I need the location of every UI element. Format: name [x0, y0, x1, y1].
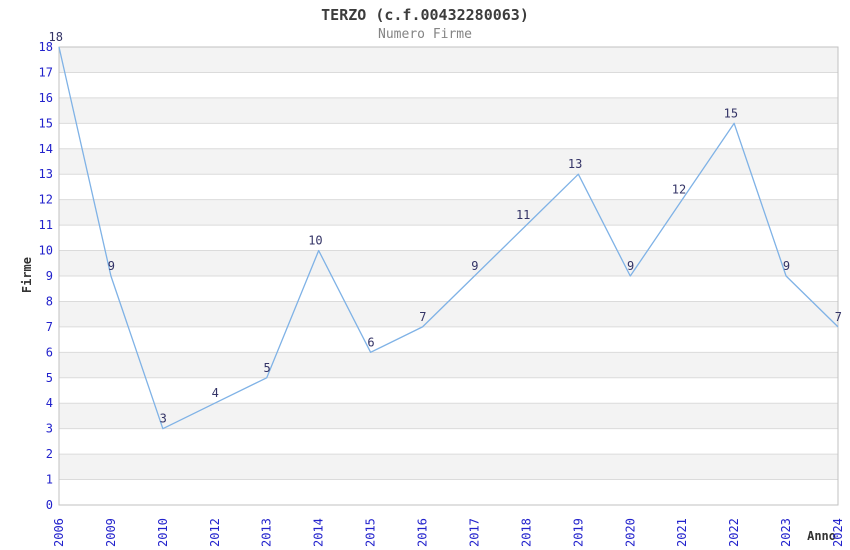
y-tick-label: 6	[46, 345, 53, 359]
x-tick-label: 2019	[571, 518, 585, 547]
y-tick-label: 8	[46, 294, 53, 308]
data-line	[58, 46, 839, 430]
x-tick-label: 2009	[104, 518, 118, 547]
data-point-label: 18	[49, 30, 63, 44]
grid-band	[59, 97, 838, 124]
x-axis-title: Anno	[807, 529, 836, 543]
y-tick-label: 13	[39, 167, 53, 181]
x-tick-label: 2006	[52, 518, 66, 547]
data-point-label: 9	[627, 259, 634, 273]
data-point-label: 9	[471, 259, 478, 273]
x-tick-label: 2022	[727, 518, 741, 547]
x-tick-label: 2023	[779, 518, 793, 547]
data-point-label: 11	[516, 208, 530, 222]
y-tick-label: 0	[46, 498, 53, 512]
plot-border	[58, 46, 839, 506]
y-tick-label: 10	[39, 244, 53, 258]
x-tick-label: 2015	[364, 518, 378, 547]
data-point-label: 5	[263, 361, 270, 375]
x-tick-label: 2013	[260, 518, 274, 547]
data-point-label: 6	[367, 335, 374, 349]
x-tick-label: 2014	[312, 518, 326, 547]
y-tick-label: 2	[46, 447, 53, 461]
x-tick-label: 2010	[156, 518, 170, 547]
data-point-label: 3	[160, 412, 167, 426]
data-point-label: 7	[835, 310, 842, 324]
y-tick-label: 5	[46, 371, 53, 385]
y-tick-label: 1	[46, 473, 53, 487]
y-tick-label: 11	[39, 218, 53, 232]
data-point-label: 4	[212, 386, 219, 400]
grid-band	[59, 47, 838, 73]
y-tick-label: 16	[39, 91, 53, 105]
data-point-label: 9	[783, 259, 790, 273]
grid-band	[59, 199, 838, 226]
data-point-label: 13	[568, 157, 582, 171]
chart-subtitle: Numero Firme	[378, 27, 472, 42]
data-point-label: 15	[724, 106, 738, 120]
y-tick-label: 7	[46, 320, 53, 334]
x-tick-label: 2020	[623, 518, 637, 547]
data-point-label: 7	[419, 310, 426, 324]
y-tick-label: 15	[39, 116, 53, 130]
y-tick-label: 17	[39, 65, 53, 79]
x-tick-label: 2016	[416, 518, 430, 547]
x-tick-label: 2012	[208, 518, 222, 547]
data-point-label: 9	[108, 259, 115, 273]
grid-band	[59, 352, 838, 378]
y-tick-label: 18	[39, 40, 53, 54]
y-tick-label: 14	[39, 142, 53, 156]
x-tick-label: 2021	[675, 518, 689, 547]
data-point-label: 12	[672, 183, 686, 197]
grid-band	[59, 250, 838, 276]
grid-band	[59, 403, 838, 429]
x-tick-label: 2017	[467, 518, 481, 547]
grid-band	[59, 454, 838, 480]
grid-band	[59, 148, 838, 175]
y-tick-label: 12	[39, 193, 53, 207]
chart-title: TERZO (c.f.00432280063)	[321, 6, 529, 24]
data-point-label: 10	[308, 234, 322, 248]
x-tick-label: 2018	[519, 518, 533, 547]
y-tick-label: 4	[46, 396, 53, 410]
x-tick-label: 2024	[831, 518, 845, 547]
y-tick-label: 9	[46, 269, 53, 283]
y-tick-label: 3	[46, 422, 53, 436]
grid-band	[59, 301, 838, 327]
